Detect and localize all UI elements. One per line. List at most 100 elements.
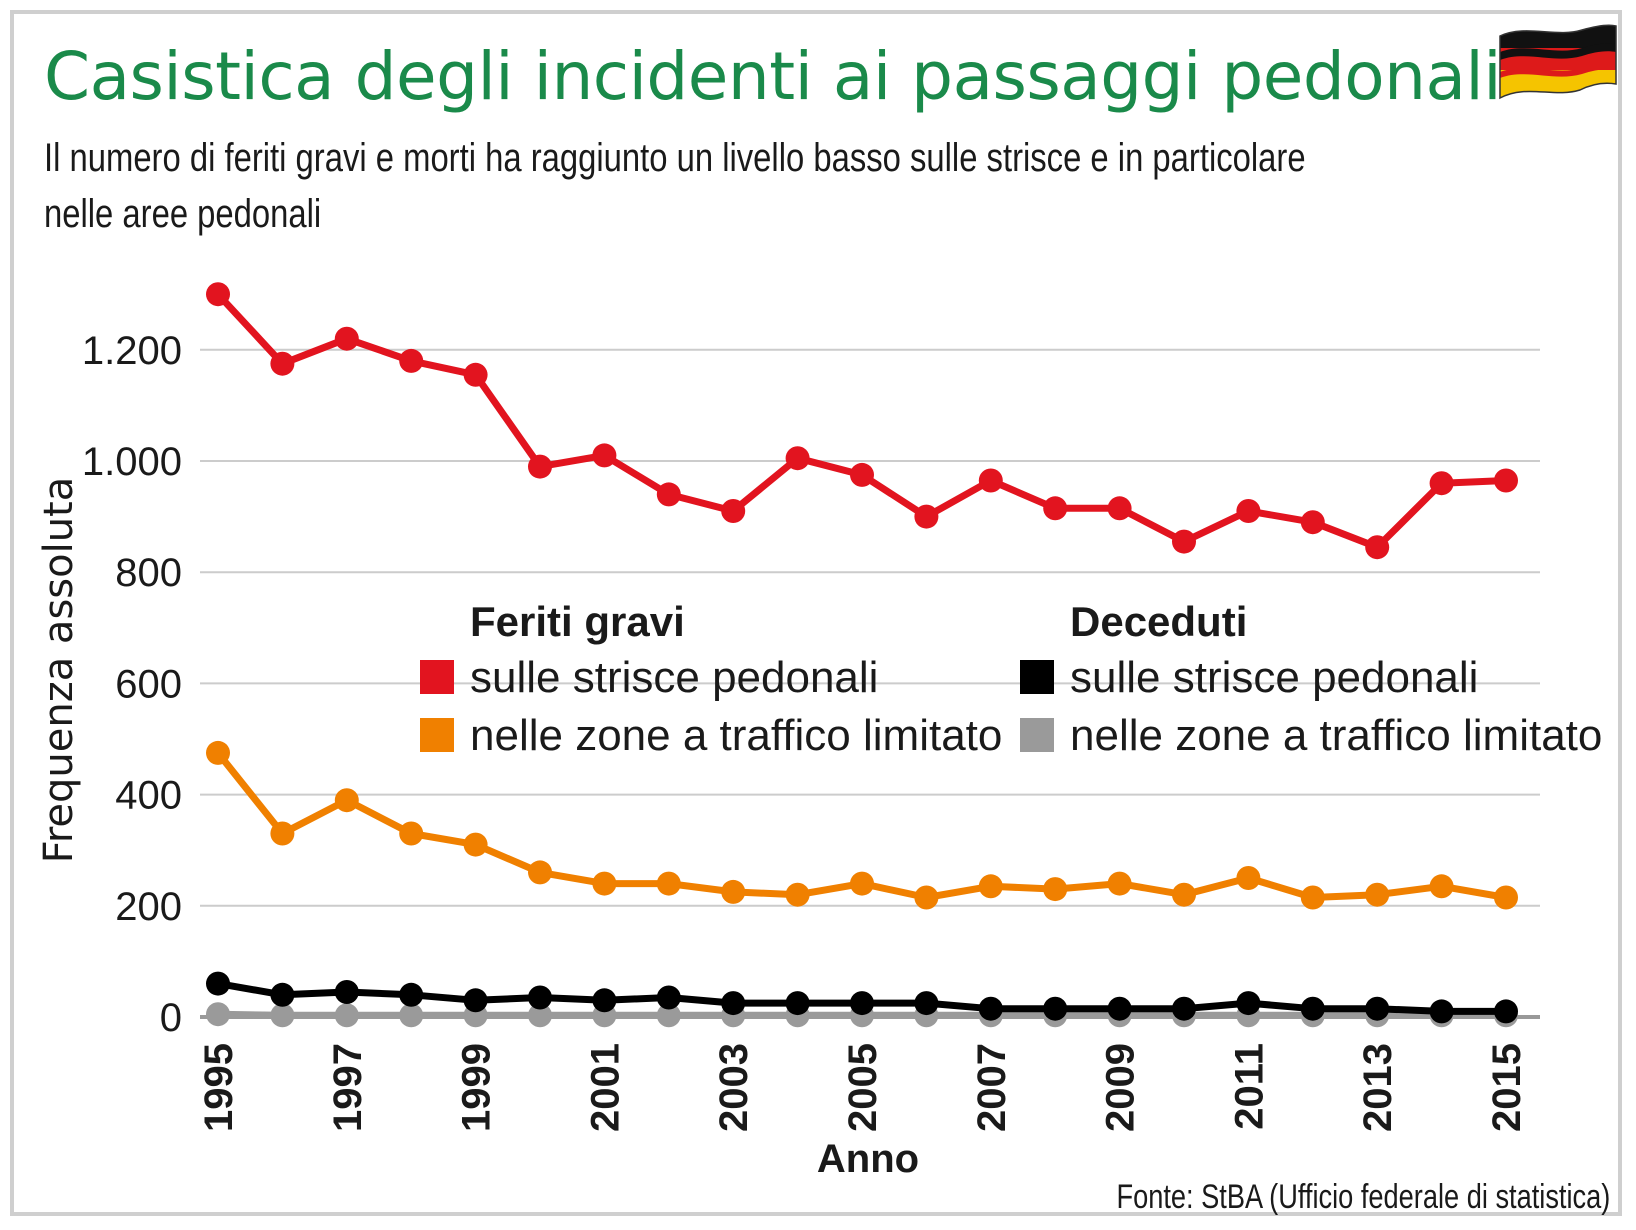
data-point-orange	[850, 871, 874, 896]
legend-label-deceduti-zone: nelle zone a traffico limitato	[1070, 711, 1602, 760]
data-point-orange	[334, 788, 359, 813]
data-point-orange	[463, 832, 488, 857]
data-point-orange	[206, 740, 230, 765]
data-point-red	[592, 443, 617, 468]
data-point-red	[1236, 499, 1261, 523]
y-tick-label: 1.000	[82, 440, 182, 484]
data-point-black	[206, 971, 230, 996]
data-point-gray	[528, 1003, 552, 1028]
data-point-orange	[1365, 882, 1390, 907]
data-point-black	[528, 985, 552, 1010]
legend-label-feriti-strisce: sulle strisce pedonali	[470, 653, 878, 702]
data-point-black	[1300, 996, 1325, 1021]
data-point-orange	[1236, 866, 1261, 890]
y-axis-label: Frequenza assoluta	[36, 477, 82, 864]
grid-lines	[200, 348, 1540, 907]
data-point-black	[1043, 996, 1068, 1021]
legend-swatch-black	[1020, 660, 1054, 694]
legend-swatch-orange	[420, 718, 454, 752]
data-point-red	[1043, 496, 1068, 521]
y-tick-label: 800	[115, 551, 182, 595]
data-point-orange	[978, 874, 1003, 899]
series-red	[206, 282, 1518, 560]
x-tick-label: 1997	[326, 1043, 370, 1132]
data-point-black	[850, 991, 874, 1016]
data-point-red	[270, 351, 295, 376]
legend-label-feriti-zone: nelle zone a traffico limitato	[470, 711, 1002, 760]
data-point-orange	[1494, 885, 1518, 910]
data-point-orange	[721, 879, 746, 904]
legend-group2-title: Deceduti	[1070, 598, 1247, 645]
x-tick-label: 1995	[197, 1043, 241, 1132]
data-point-black	[721, 991, 746, 1016]
legend: Feriti gravi Deceduti sulle strisce pedo…	[420, 598, 1602, 760]
data-point-orange	[914, 885, 939, 910]
data-point-orange	[1172, 882, 1196, 907]
y-tick-label: 200	[115, 885, 182, 929]
y-tick-label: 1.200	[82, 329, 182, 373]
germany-flag-icon	[1499, 24, 1617, 100]
data-point-black	[1494, 999, 1518, 1024]
data-point-red	[399, 348, 424, 373]
data-point-red	[1300, 510, 1325, 535]
y-tick-label: 600	[115, 662, 182, 706]
y-axis-ticks: 0 200 400 600 800 1.000 1.200	[82, 329, 182, 1040]
x-tick-label: 2013	[1356, 1043, 1400, 1132]
legend-label-deceduti-strisce: sulle strisce pedonali	[1070, 653, 1478, 702]
data-point-black	[1107, 996, 1132, 1021]
data-point-black	[1236, 991, 1261, 1016]
x-tick-label: 2001	[583, 1043, 627, 1132]
data-point-gray	[334, 1003, 359, 1028]
data-point-red	[914, 504, 939, 529]
data-point-red	[1429, 471, 1454, 496]
x-tick-label: 2011	[1227, 1043, 1271, 1130]
x-tick-label: 2015	[1485, 1043, 1529, 1132]
series-black	[206, 971, 1518, 1024]
legend-swatch-red	[420, 660, 454, 694]
data-point-orange	[399, 821, 424, 846]
data-point-red	[785, 446, 810, 471]
data-point-black	[270, 982, 295, 1007]
data-point-orange	[656, 871, 681, 896]
data-point-red	[1494, 468, 1518, 493]
data-point-black	[978, 996, 1003, 1021]
data-point-red	[528, 454, 552, 479]
data-point-red	[656, 482, 681, 507]
y-tick-label: 400	[115, 774, 182, 818]
data-point-orange	[270, 821, 295, 846]
data-point-black	[399, 982, 424, 1007]
data-point-orange	[785, 882, 810, 907]
legend-group1-title: Feriti gravi	[470, 598, 685, 645]
data-point-orange	[1107, 871, 1132, 896]
data-point-orange	[592, 871, 617, 896]
x-axis-ticks: 1995 1997 1999 2001 2003 2005 2007 2009 2011 2013…	[197, 1043, 1529, 1132]
subtitle-line-1: Il numero di feriti gravi e morti ha rag…	[44, 136, 1306, 180]
subtitle-line-2: nelle aree pedonali	[44, 192, 322, 236]
x-tick-label: 2007	[970, 1043, 1014, 1132]
source-note: Fonte: StBA (Ufficio federale di statist…	[1116, 1178, 1610, 1216]
data-point-black	[785, 991, 810, 1016]
data-point-red	[1172, 529, 1196, 554]
chart-title: Casistica degli incidenti ai passaggi pe…	[44, 38, 1502, 115]
x-tick-label: 1999	[455, 1043, 499, 1132]
data-point-gray	[206, 1002, 230, 1027]
data-point-black	[1172, 996, 1196, 1021]
data-point-orange	[528, 860, 552, 885]
data-point-black	[592, 988, 617, 1013]
x-axis-label: Anno	[817, 1137, 919, 1181]
x-tick-label: 2009	[1099, 1043, 1143, 1132]
legend-swatch-gray	[1020, 718, 1054, 752]
series-orange	[206, 740, 1518, 910]
series-line-red	[214, 290, 1510, 551]
data-point-gray	[399, 1003, 424, 1028]
data-point-black	[334, 980, 359, 1004]
data-point-black	[656, 985, 681, 1010]
data-point-orange	[1429, 874, 1454, 899]
y-tick-label: 0	[160, 996, 182, 1040]
data-point-gray	[270, 1003, 295, 1028]
data-point-black	[1365, 996, 1390, 1021]
data-point-black	[463, 988, 488, 1013]
data-point-orange	[1043, 877, 1068, 902]
data-point-gray	[656, 1003, 681, 1028]
